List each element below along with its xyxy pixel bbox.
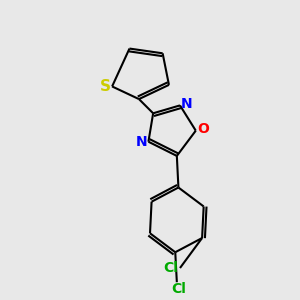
Text: O: O: [198, 122, 210, 136]
Text: N: N: [181, 97, 193, 111]
Text: S: S: [100, 79, 111, 94]
Text: Cl: Cl: [163, 261, 178, 275]
Text: Cl: Cl: [171, 281, 186, 296]
Text: N: N: [136, 135, 147, 149]
